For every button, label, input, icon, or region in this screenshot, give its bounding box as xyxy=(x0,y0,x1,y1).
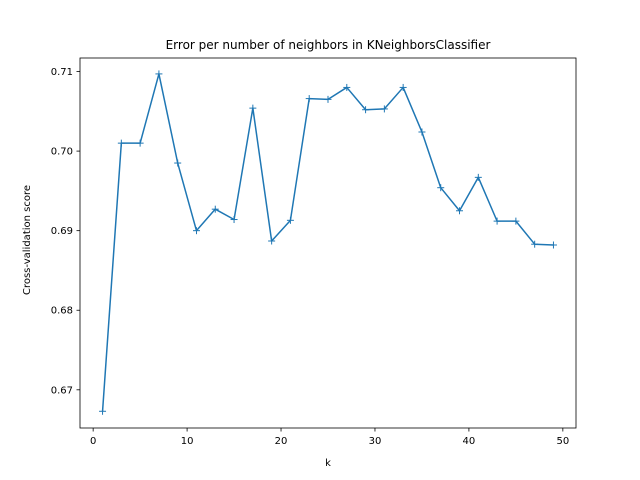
axes-frame xyxy=(79,57,577,429)
data-point-marker xyxy=(174,159,182,167)
data-point-marker xyxy=(211,205,219,213)
data-point-marker xyxy=(474,173,482,181)
y-axis-label: Cross-validation score xyxy=(22,185,33,295)
data-point-marker xyxy=(117,139,125,147)
data-point-marker xyxy=(324,95,332,103)
data-point-marker xyxy=(136,139,144,147)
y-tick-label: 0.70 xyxy=(51,147,73,158)
data-point-marker xyxy=(362,106,370,114)
data-point-marker xyxy=(343,83,351,91)
data-point-marker xyxy=(305,95,313,103)
data-point-marker xyxy=(437,184,445,192)
y-tick-label: 0.68 xyxy=(51,306,73,317)
x-tick-label: 10 xyxy=(181,436,194,447)
data-point-marker xyxy=(230,216,238,224)
x-tick-label: 40 xyxy=(463,436,476,447)
data-point-marker xyxy=(399,83,407,91)
x-tick-label: 0 xyxy=(90,436,96,447)
data-point-marker xyxy=(155,70,163,78)
data-point-marker xyxy=(512,217,520,225)
data-point-marker xyxy=(531,240,539,248)
data-point-marker xyxy=(99,407,107,415)
chart-title: Error per number of neighbors in KNeighb… xyxy=(166,38,491,52)
x-tick-label: 30 xyxy=(369,436,382,447)
data-point-marker xyxy=(268,237,276,245)
data-point-marker xyxy=(286,216,294,224)
data-point-marker xyxy=(192,227,200,235)
data-point-marker xyxy=(380,105,388,113)
x-tick-label: 50 xyxy=(556,436,569,447)
axis-ticks: 0 10 20 30 40 50 0.67 0.68 0.69 0.70 0.71 xyxy=(51,67,569,447)
x-axis-label: k xyxy=(325,458,331,469)
data-point-marker xyxy=(418,128,426,136)
y-tick-label: 0.69 xyxy=(51,226,73,237)
data-point-marker xyxy=(549,241,557,249)
data-point-marker xyxy=(493,217,501,225)
series-line xyxy=(101,73,554,412)
y-tick-label: 0.71 xyxy=(51,67,73,78)
y-tick-label: 0.67 xyxy=(51,385,73,396)
plot-area xyxy=(99,70,557,415)
data-point-marker xyxy=(249,104,257,112)
x-tick-label: 20 xyxy=(275,436,288,447)
data-point-marker xyxy=(456,207,464,215)
